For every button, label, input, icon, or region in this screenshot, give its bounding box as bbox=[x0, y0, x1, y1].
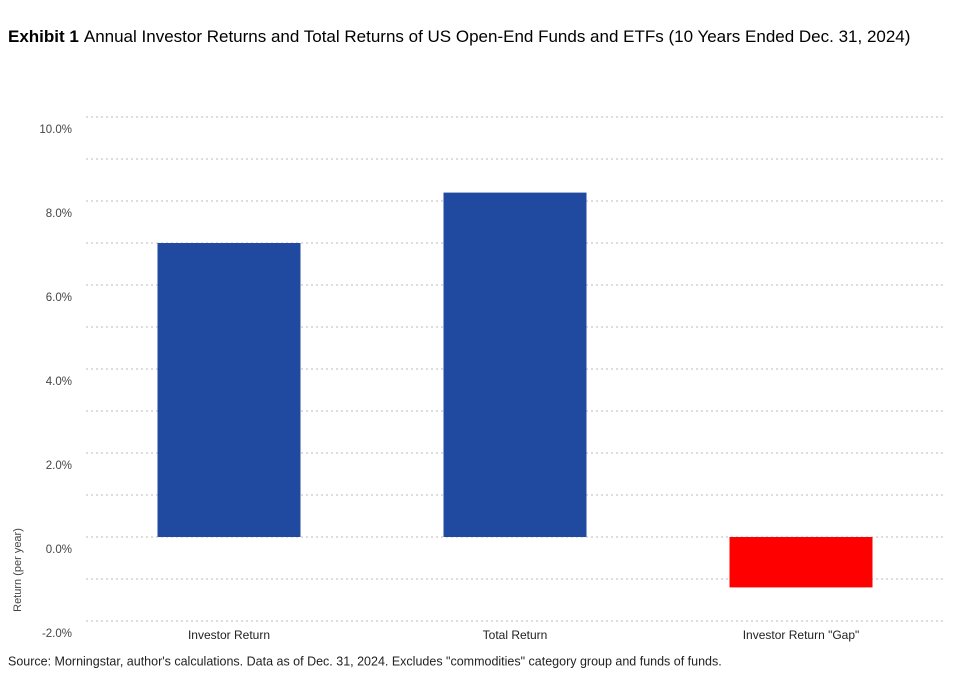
chart-title: Exhibit 1 Annual Investor Returns and Tot… bbox=[8, 27, 910, 46]
y-axis-label: Return (per year) bbox=[12, 528, 24, 612]
y-tick-label: 0.0% bbox=[46, 544, 72, 556]
bar bbox=[157, 243, 301, 537]
y-tick-label: 4.0% bbox=[46, 376, 72, 388]
x-tick-label: Investor Return "Gap" bbox=[743, 628, 860, 642]
y-tick-label: 10.0% bbox=[39, 124, 72, 136]
source-note: Source: Morningstar, author's calculatio… bbox=[8, 654, 722, 668]
y-tick-label: -2.0% bbox=[42, 628, 72, 640]
y-tick-label: 6.0% bbox=[46, 292, 72, 304]
y-tick-label: 2.0% bbox=[46, 460, 72, 472]
title-label: Exhibit 1 bbox=[8, 27, 79, 46]
bar bbox=[729, 537, 873, 588]
bar bbox=[443, 192, 587, 537]
title-text: Annual Investor Returns and Total Return… bbox=[84, 27, 911, 46]
y-tick-label: 8.0% bbox=[46, 208, 72, 220]
x-tick-label: Investor Return bbox=[188, 628, 270, 642]
x-tick-label: Total Return bbox=[483, 628, 548, 642]
